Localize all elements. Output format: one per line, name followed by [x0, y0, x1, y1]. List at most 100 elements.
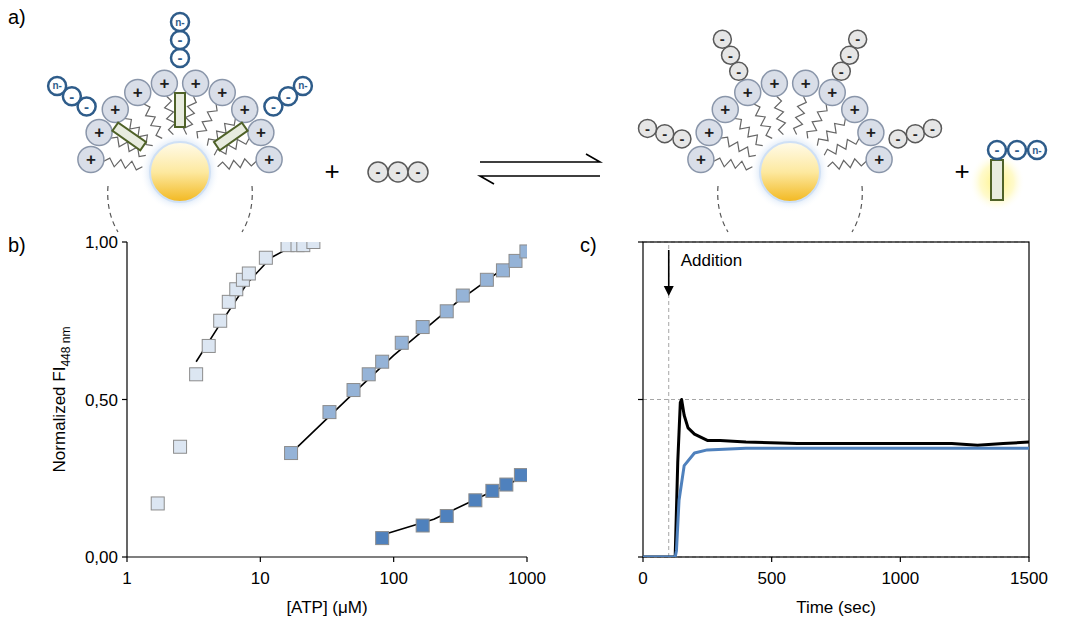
charge-label: + — [86, 150, 96, 169]
data-point — [440, 510, 453, 523]
charge-label: n- — [1032, 145, 1041, 156]
bead — [171, 31, 189, 49]
x-tick-label: 1500 — [1010, 569, 1048, 588]
core — [760, 142, 820, 202]
bead — [86, 120, 112, 146]
bead — [923, 119, 941, 137]
charge-label: - — [376, 163, 381, 180]
bead — [849, 30, 867, 48]
charge-label: - — [995, 141, 1000, 158]
charge-label: + — [159, 74, 169, 93]
y-tick — [122, 556, 127, 557]
x-tick-label: 1 — [122, 569, 131, 588]
tail — [754, 104, 772, 138]
bead — [639, 119, 657, 137]
charge-label: - — [84, 98, 89, 115]
data-point — [151, 497, 164, 510]
bead — [866, 146, 892, 172]
bead — [256, 146, 282, 172]
bead — [171, 49, 189, 67]
charge-label: n- — [298, 80, 307, 91]
bead — [842, 96, 868, 122]
data-point — [520, 245, 527, 258]
core — [150, 142, 210, 202]
charge-label: + — [240, 100, 250, 119]
x-axis — [127, 556, 527, 557]
charge-label: + — [256, 123, 266, 142]
probe-assembly: ++++++++++--n---n---n- — [48, 13, 312, 232]
data-point — [323, 406, 336, 419]
bead — [209, 80, 235, 106]
charge-label: + — [264, 150, 274, 169]
bead — [858, 120, 884, 146]
bead — [171, 13, 189, 31]
panel-label: b) — [8, 234, 26, 256]
charge-label: - — [178, 49, 183, 66]
charge-label: + — [133, 83, 143, 102]
data-point — [362, 368, 375, 381]
data-point — [514, 469, 527, 482]
bead — [368, 162, 388, 182]
bead — [722, 46, 740, 64]
x-tick-label: 1000 — [508, 569, 546, 588]
data-point — [456, 289, 469, 302]
bead — [793, 70, 819, 96]
x-tick — [526, 557, 527, 562]
plot-data — [151, 242, 527, 545]
bead — [832, 62, 850, 80]
operator: + — [954, 156, 969, 186]
charge-label: - — [930, 120, 935, 137]
charge-label: - — [679, 130, 684, 147]
y-tick — [638, 399, 643, 400]
data-point — [202, 339, 215, 352]
tail — [218, 159, 257, 169]
bead — [125, 80, 151, 106]
y-tick-label: 0,00 — [85, 548, 118, 567]
series-line — [643, 400, 1029, 558]
data-point — [395, 336, 408, 349]
bead — [906, 125, 924, 143]
bead — [656, 125, 674, 143]
fluorophore — [214, 123, 248, 151]
x-tick — [900, 557, 901, 562]
charge-label: - — [1015, 141, 1020, 158]
y-axis-title-main: Normalized FI — [50, 367, 69, 473]
x-tick-label: 500 — [757, 569, 785, 588]
charge-label: - — [728, 47, 733, 64]
bead — [1028, 141, 1046, 159]
charge-label: - — [736, 63, 741, 80]
series-line — [291, 251, 527, 453]
bead — [889, 130, 907, 148]
series-line — [382, 478, 521, 535]
chart: c)050010001500Time (sec)Addition — [580, 234, 1048, 617]
bead — [232, 96, 258, 122]
charge-label: + — [743, 83, 753, 102]
bead — [48, 77, 66, 95]
charge-label: + — [94, 123, 104, 142]
bead — [988, 141, 1006, 159]
charge-label: - — [847, 47, 852, 64]
data-point — [285, 447, 298, 460]
bead — [388, 162, 408, 182]
charge-label: - — [896, 130, 901, 147]
data-point — [307, 242, 320, 249]
charge-label: - — [855, 30, 860, 47]
charge-label: + — [850, 100, 860, 119]
tail — [197, 104, 217, 138]
charge-label: + — [217, 83, 227, 102]
bead — [1008, 141, 1026, 159]
bead — [183, 70, 209, 96]
charge-label: n- — [175, 17, 184, 28]
data-point — [259, 251, 272, 264]
bead — [712, 96, 738, 122]
data-point — [242, 267, 255, 280]
data-point — [376, 355, 389, 368]
bead — [248, 120, 274, 146]
membrane-edge — [108, 186, 118, 232]
charge-label: - — [645, 120, 650, 137]
series-line — [196, 242, 313, 362]
y-tick-label: 1,00 — [85, 233, 118, 252]
data-point — [222, 295, 235, 308]
operator: + — [324, 156, 339, 186]
reverse-arrow — [480, 176, 600, 184]
